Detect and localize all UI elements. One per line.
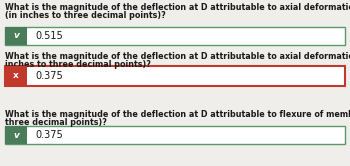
Text: inches to three decimal points)?: inches to three decimal points)? [5, 60, 151, 69]
Text: 0.375: 0.375 [35, 130, 63, 140]
Bar [5, 126, 27, 144]
Text: v: v [13, 130, 19, 139]
Text: three decimal points)?: three decimal points)? [5, 118, 107, 127]
Bar [5, 27, 27, 45]
Text: What is the magnitude of the deflection at D attributable to flexure of member A: What is the magnitude of the deflection … [5, 110, 350, 119]
Text: (in inches to three decimal points)?: (in inches to three decimal points)? [5, 11, 166, 20]
Text: What is the magnitude of the deflection at D attributable to axial deformation o: What is the magnitude of the deflection … [5, 3, 350, 12]
Bar [5, 27, 345, 45]
Bar [5, 66, 27, 86]
Text: What is the magnitude of the deflection at D attributable to axial deformation o: What is the magnitude of the deflection … [5, 52, 350, 61]
Bar [5, 126, 345, 144]
Text: x: x [13, 72, 19, 81]
Text: v: v [13, 32, 19, 41]
Bar [5, 66, 345, 86]
Text: 0.375: 0.375 [35, 71, 63, 81]
Text: 0.515: 0.515 [35, 31, 63, 41]
